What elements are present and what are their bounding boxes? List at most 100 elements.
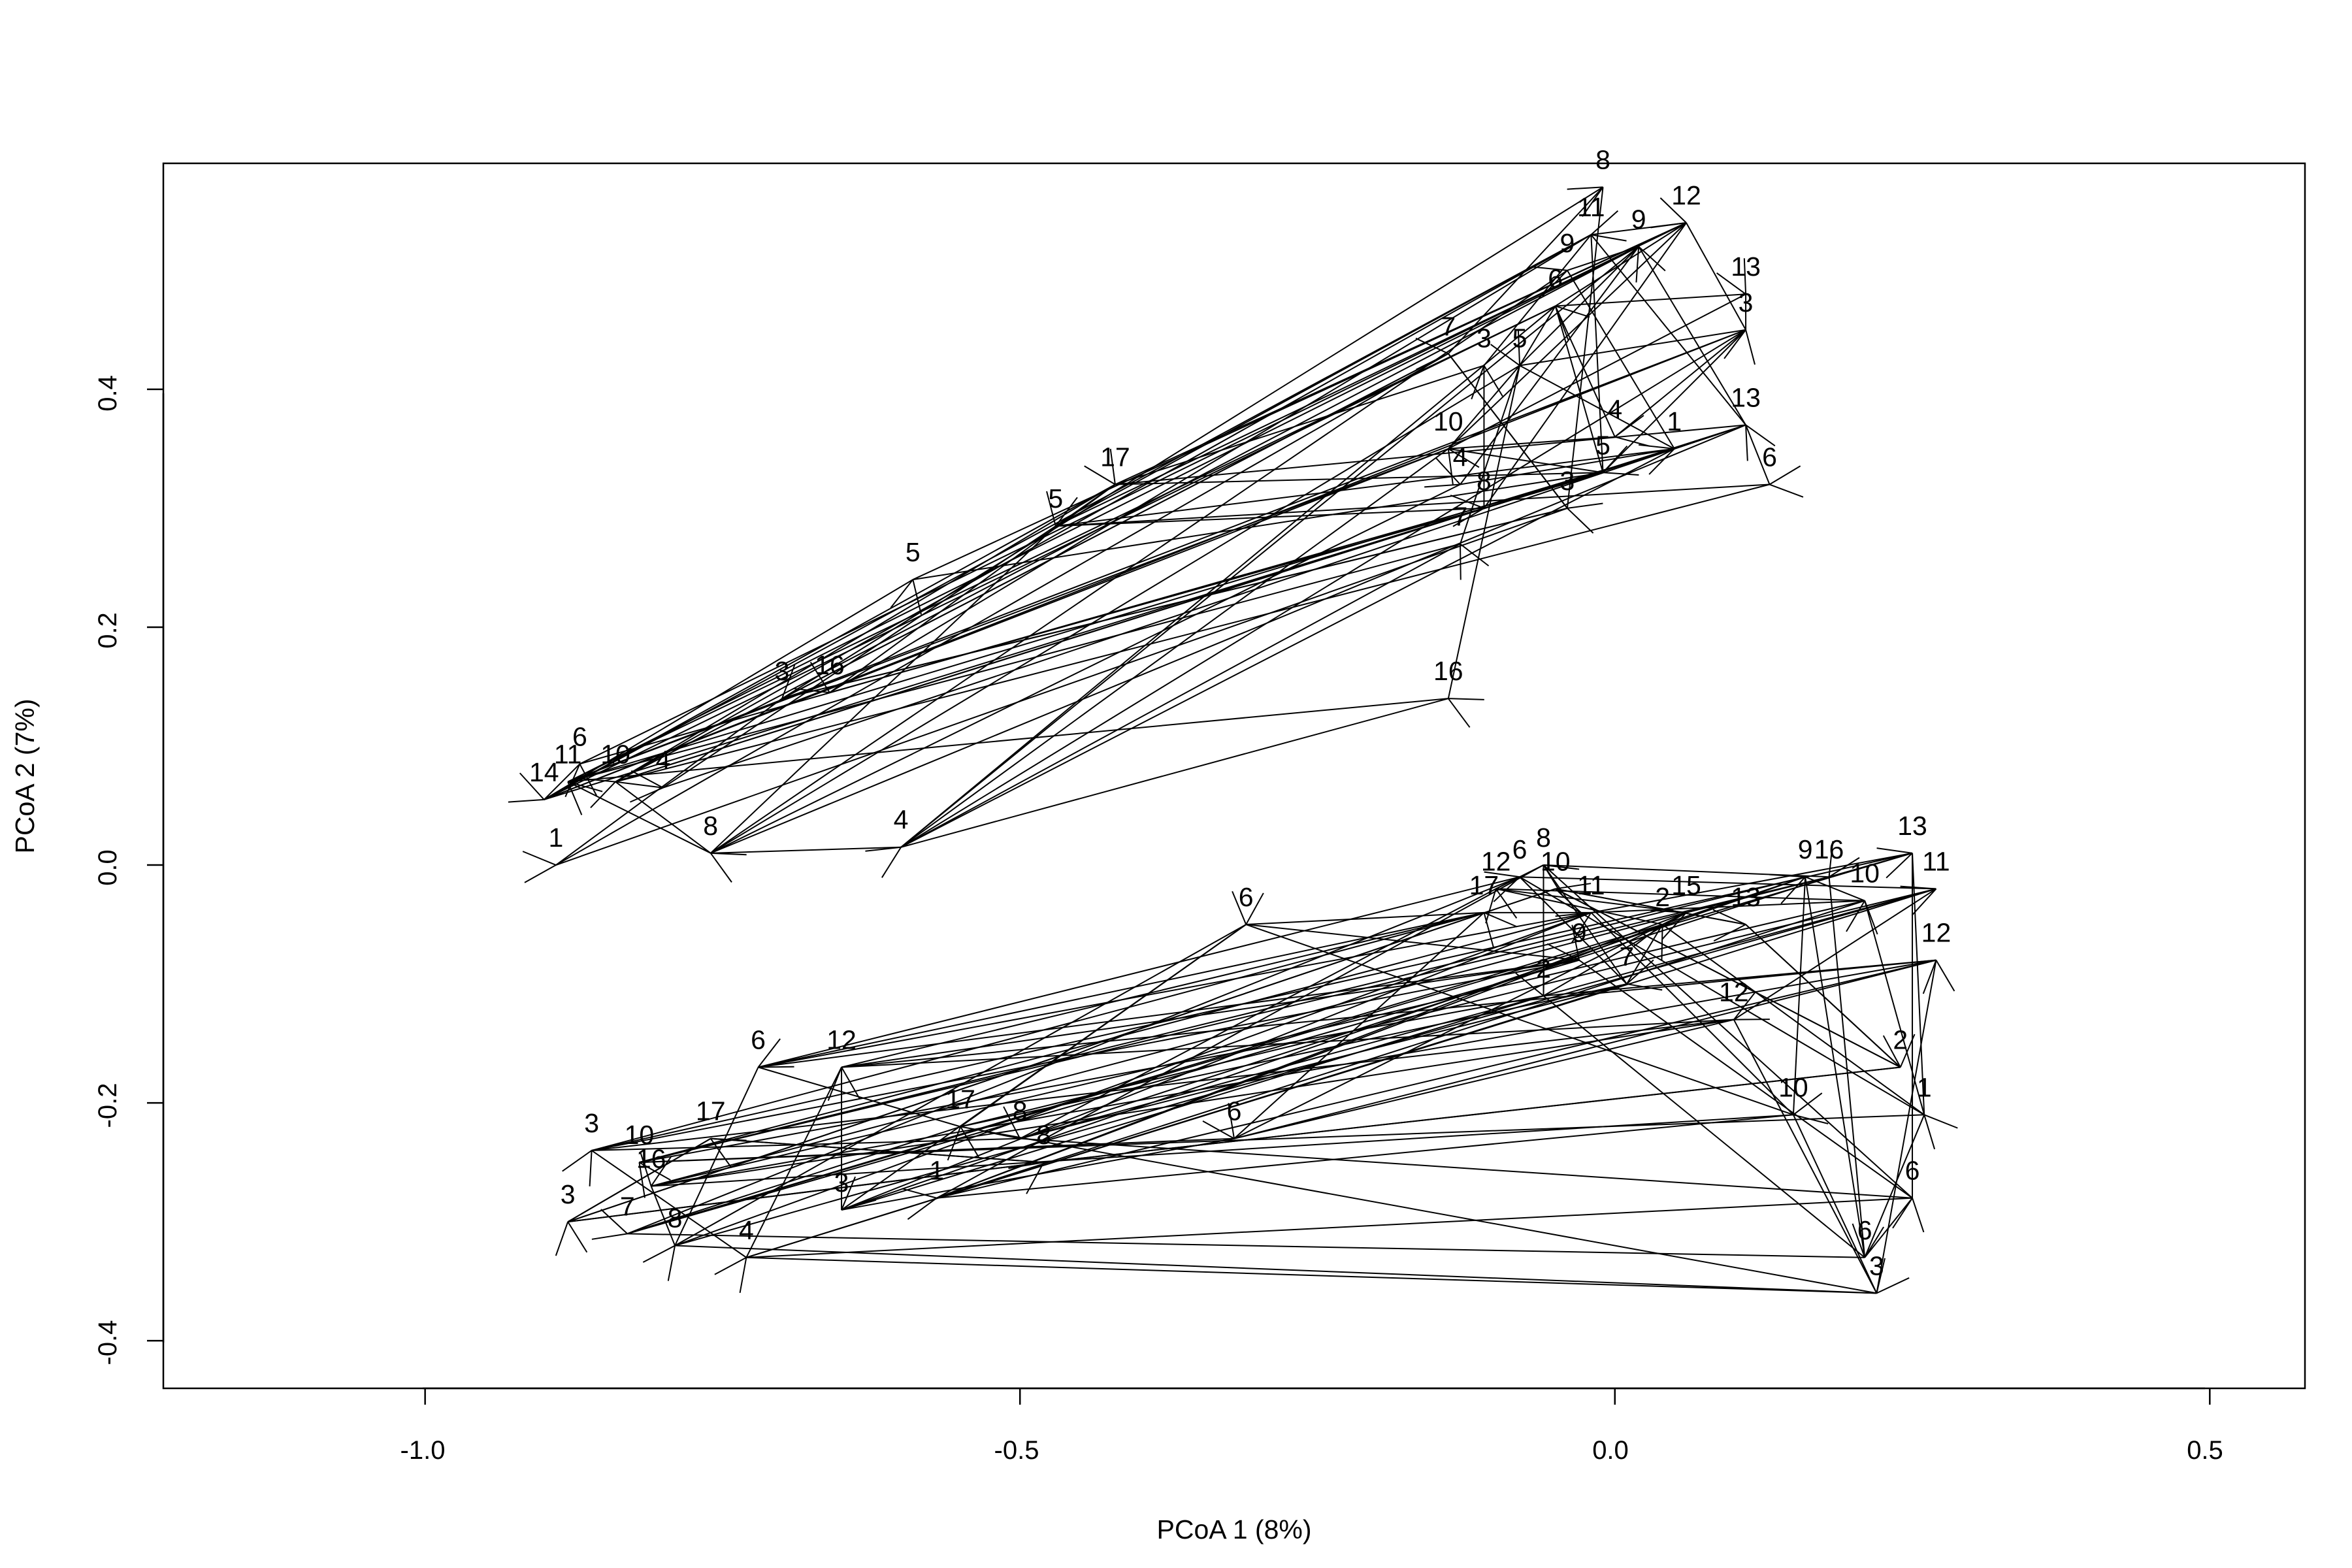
arrow-head-stroke: [630, 770, 664, 789]
connector-line: [1566, 187, 1604, 509]
connector-line: [1448, 365, 1520, 449]
point-label: 6: [1762, 442, 1777, 472]
connector-line: [758, 852, 1913, 1068]
arrow-head-stroke: [1416, 353, 1449, 370]
connector-line: [591, 911, 1484, 1151]
arrow-head-stroke: [1793, 1092, 1823, 1116]
arrow-head-stroke: [1554, 306, 1569, 340]
point-label: 16: [636, 1144, 666, 1174]
point-label: 6: [1512, 834, 1527, 864]
arrow-head-stroke: [1639, 444, 1674, 449]
point-label: 11: [1577, 192, 1605, 222]
point-label: 6: [1905, 1156, 1920, 1186]
connector-line: [1495, 876, 1520, 890]
point-label: 10: [1850, 858, 1880, 889]
connector-line: [1591, 900, 1865, 913]
arrow-head-stroke: [1555, 883, 1592, 890]
arrow-head-stroke: [642, 1245, 676, 1263]
arrow-head-stroke: [1661, 912, 1687, 940]
point-label: 3: [775, 656, 790, 686]
connector-line: [555, 507, 1568, 866]
connector-line: [758, 876, 1520, 1068]
connector-line: [1246, 911, 1484, 926]
connector-line: [758, 911, 1484, 1068]
connector-line: [568, 698, 1448, 783]
connector-line: [567, 246, 1639, 783]
arrow-head-stroke: [1448, 698, 1484, 700]
arrow-head-stroke: [1543, 960, 1545, 996]
point-label: 2: [1536, 953, 1551, 983]
connector-line: [1733, 1019, 1878, 1294]
connector-line: [675, 1245, 1877, 1294]
connector-line: [900, 698, 1449, 848]
arrow-head-stroke: [1546, 943, 1580, 961]
connector-line: [960, 924, 1247, 1128]
arrow-head-stroke: [827, 1067, 842, 1101]
arrow-head-stroke: [710, 1137, 747, 1141]
y-tick-label: 0.4: [93, 375, 122, 412]
arrow-head-stroke: [650, 1156, 672, 1187]
arrow-head-stroke: [1003, 1106, 1021, 1139]
connector-line: [841, 959, 1580, 1068]
arrow-head-stroke: [1882, 1035, 1901, 1068]
connector-line: [1483, 234, 1592, 367]
connector-line: [1233, 912, 1485, 1139]
connector-line: [1543, 995, 1865, 1258]
connector-line: [567, 305, 1556, 783]
point-label: 6: [1857, 1215, 1872, 1245]
arrow-head-stroke: [524, 864, 557, 883]
connector-line: [1638, 246, 1746, 426]
point-label: 9: [1798, 834, 1813, 864]
arrow-head-stroke: [1202, 1120, 1235, 1139]
connector-line: [1662, 924, 1925, 1116]
point-label: 10: [1433, 406, 1463, 436]
arrow-head-stroke: [1543, 864, 1580, 870]
arrow-head-stroke: [809, 661, 830, 693]
connector-line: [1792, 877, 1806, 1115]
point-label: 4: [655, 745, 670, 776]
connector-line: [544, 507, 1484, 800]
connector-line: [1555, 293, 1746, 307]
arrow-head-stroke: [1900, 885, 1936, 890]
point-label: 16: [1814, 834, 1844, 864]
connector-line: [639, 876, 1806, 1164]
arrow-head-stroke: [1793, 1114, 1829, 1124]
connector-line: [710, 525, 1056, 854]
y-axis: -0.4 -0.2 0.0 0.2 0.4 PCoA 2 (7%): [10, 375, 165, 1365]
connector-line: [710, 846, 902, 854]
arrow-head-stroke: [1555, 911, 1592, 917]
connector-line: [1578, 959, 1913, 1199]
connector-line: [1912, 853, 1925, 1115]
connector-line: [781, 186, 1604, 700]
arrow-head-stroke: [1582, 186, 1604, 217]
connector-line: [1543, 864, 1913, 1199]
connector-line: [615, 781, 711, 854]
point-label: 2: [1655, 882, 1670, 912]
connector-line: [1614, 329, 1746, 438]
arrow-head-stroke: [902, 1188, 937, 1199]
point-label: 14: [529, 757, 559, 787]
connector-line: [1448, 448, 1603, 474]
arrow-head-stroke: [1415, 337, 1449, 355]
connector-line: [579, 222, 1687, 765]
point-label: 10: [625, 1120, 655, 1150]
arrow-head-stroke: [1733, 990, 1757, 1021]
arrow-head-stroke: [562, 1150, 593, 1172]
point-label: 11: [554, 740, 582, 770]
arrow-head-stroke: [912, 579, 923, 615]
arrow-head-stroke: [522, 851, 557, 866]
point-label: 3: [1477, 323, 1492, 353]
connector-line: [1590, 234, 1746, 426]
point-label: 3: [1739, 287, 1754, 318]
point-label: 4: [1607, 395, 1622, 425]
arrow-head-stroke: [1591, 234, 1627, 242]
arrow-head-stroke: [1471, 365, 1485, 400]
connector-line: [1520, 876, 1936, 890]
connector-line: [1055, 483, 1770, 527]
connector-line: [615, 234, 1592, 783]
connector-line: [841, 911, 1592, 1211]
connector-line: [1626, 924, 1663, 985]
connector-line: [1555, 888, 1901, 1068]
